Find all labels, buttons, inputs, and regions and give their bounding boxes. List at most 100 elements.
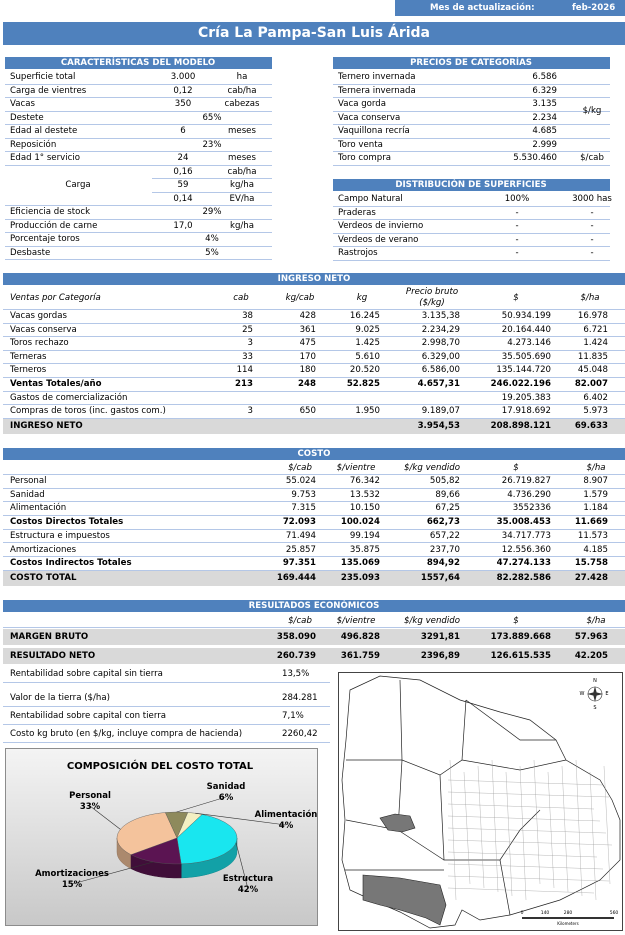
value: - — [515, 234, 519, 245]
total-row-band — [3, 629, 625, 645]
cell: 16.978 — [577, 311, 608, 321]
column-header: $ — [513, 463, 519, 473]
value: 29% — [202, 207, 222, 217]
value: - — [590, 221, 594, 231]
row-rule — [3, 706, 330, 707]
cell: 246.022.196 — [490, 379, 551, 389]
cell: 8.907 — [583, 476, 608, 486]
cell: 99.194 — [349, 530, 380, 541]
cell: Terneras — [10, 351, 47, 362]
map-mesh-line — [589, 771, 597, 901]
value: 2.234 — [532, 112, 557, 123]
cell: 4.185 — [583, 544, 608, 555]
cell: Toros rechazo — [10, 338, 69, 349]
cell: 45.048 — [577, 365, 608, 376]
value: 6.586 — [532, 72, 557, 82]
row-rule — [3, 724, 330, 725]
row-rule — [5, 83, 272, 85]
slice-label: Alimentación — [255, 809, 318, 820]
column-header: $/vientre — [336, 463, 376, 473]
cell: 9.753 — [291, 489, 316, 500]
value: 65% — [202, 112, 222, 123]
unit: ha — [236, 72, 248, 82]
map-mesh-line — [447, 839, 613, 846]
map-mesh-line — [447, 851, 598, 858]
cell: 42.205 — [574, 651, 608, 661]
section-bar — [395, 0, 625, 16]
map-mesh-line — [447, 875, 610, 882]
row-rule — [3, 349, 625, 351]
row-rule — [3, 404, 625, 406]
cell: 16.245 — [349, 311, 380, 321]
cell: 5.973 — [583, 406, 608, 417]
label: Costo kg bruto (en $/kg, incluye compra … — [10, 729, 243, 739]
label: Rentabilidad sobre capital sin tierra — [10, 669, 163, 679]
cell: Costos Directos Totales — [10, 517, 124, 528]
label: Producción de carne — [10, 220, 98, 231]
label: Reposición — [10, 139, 57, 150]
cell: 27.428 — [574, 573, 608, 583]
map-highlight — [379, 813, 416, 833]
cell: 5.610 — [355, 351, 380, 362]
label: Vaca gorda — [338, 99, 387, 109]
cell: 72.093 — [282, 517, 316, 528]
cell: Personal — [10, 476, 47, 486]
column-header: ($/kg) — [419, 298, 445, 308]
slice-value: 6% — [219, 793, 234, 803]
row-rule — [5, 232, 272, 233]
scale-bar — [522, 917, 614, 919]
value: 100% — [504, 194, 530, 204]
cell: 126.615.535 — [490, 651, 551, 661]
map-mesh-line — [447, 863, 604, 870]
value: 4.685 — [532, 126, 557, 136]
leader-line — [176, 796, 227, 813]
row-rule — [3, 309, 625, 310]
label: Vaquillona recría — [338, 126, 410, 136]
cell: 1.950 — [355, 406, 380, 417]
cell: Costos Indirectos Totales — [10, 558, 132, 569]
cell: 114 — [236, 365, 253, 376]
value: - — [515, 221, 519, 231]
unit: kg/ha — [229, 220, 255, 231]
row-rule — [5, 259, 272, 260]
column-header: kg — [356, 293, 368, 303]
total-row-band — [3, 418, 625, 434]
leader-line — [89, 805, 121, 830]
cell: 89,66 — [435, 489, 460, 500]
row-rule — [333, 232, 610, 234]
cell: 11.835 — [577, 351, 608, 362]
cell: 894,92 — [426, 558, 460, 569]
cell: 180 — [299, 365, 316, 376]
label: Praderas — [338, 207, 376, 218]
row-rule — [3, 376, 625, 378]
map-border — [461, 759, 567, 771]
map-mesh-line — [447, 779, 604, 786]
cell: 475 — [299, 338, 316, 349]
map-border — [499, 859, 511, 916]
value: 5.530.460 — [513, 153, 557, 163]
cell: 3552336 — [512, 503, 551, 514]
map-mesh-line — [547, 771, 555, 889]
row-rule — [333, 205, 610, 207]
column-header: cab — [233, 293, 249, 303]
unit: cab/ha — [227, 166, 257, 177]
row-rule — [152, 191, 272, 193]
slice-label: Amortizaciones — [35, 869, 109, 879]
cell: 69.633 — [574, 421, 608, 431]
cell: 361.759 — [340, 651, 380, 661]
map-mesh-line — [561, 765, 569, 893]
row-rule — [3, 336, 625, 338]
label: Toro compra — [338, 153, 391, 163]
cell: 1557,64 — [420, 573, 460, 583]
cell: 361 — [299, 324, 316, 335]
cell: 34.717.773 — [501, 530, 551, 541]
label: Rentabilidad sobre capital con tierra — [10, 711, 167, 721]
map-mesh-line — [447, 791, 610, 798]
row-rule — [3, 542, 625, 544]
value: 23% — [202, 139, 222, 150]
row-rule — [152, 178, 272, 179]
row-rule — [5, 218, 272, 220]
label: Eficiencia de stock — [10, 207, 91, 217]
row-rule — [3, 417, 625, 419]
